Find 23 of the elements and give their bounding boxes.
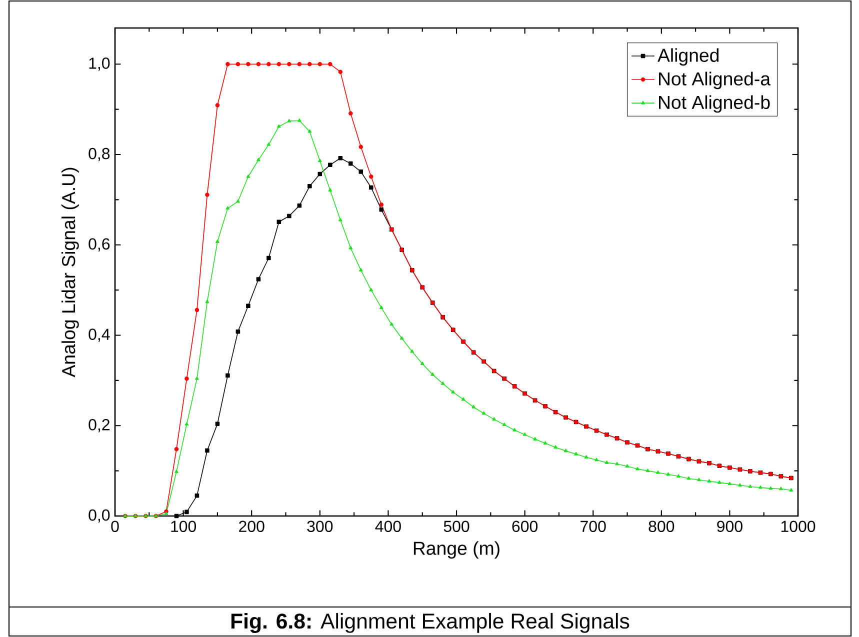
x-tick-label: 1000	[781, 520, 816, 532]
x-tick-label: 100	[171, 520, 196, 532]
x-tick-label: 500	[444, 520, 470, 532]
y-tick-label: 0,0	[88, 509, 110, 523]
y-tick-label: 0,4	[88, 328, 110, 342]
x-tick-label: 200	[239, 520, 264, 532]
x-tick-label: 300	[307, 520, 333, 532]
y-axis-title: Analog Lidar Signal (A.U)	[61, 168, 79, 378]
legend-label: Not Aligned-b	[659, 95, 770, 113]
legend-label: Not Aligned-a	[659, 72, 771, 90]
x-tick-label: 600	[512, 520, 538, 532]
x-tick-label: 700	[580, 520, 606, 532]
x-tick-label: 400	[375, 520, 401, 532]
text: Fig. 6.8: Alignment Example Real Signals	[231, 613, 630, 633]
x-tick-label: 800	[648, 520, 674, 532]
x-axis-title: Range (m)	[414, 541, 500, 559]
y-tick-label: 0,2	[88, 419, 110, 432]
y-tick-label: 0,6	[88, 238, 110, 252]
y-tick-label: 0,8	[88, 148, 110, 162]
x-tick-label: 900	[717, 520, 742, 532]
legend-label: Aligned	[658, 48, 719, 66]
x-tick-label: 0	[111, 520, 119, 532]
y-tick-label: 1,0	[89, 58, 110, 71]
